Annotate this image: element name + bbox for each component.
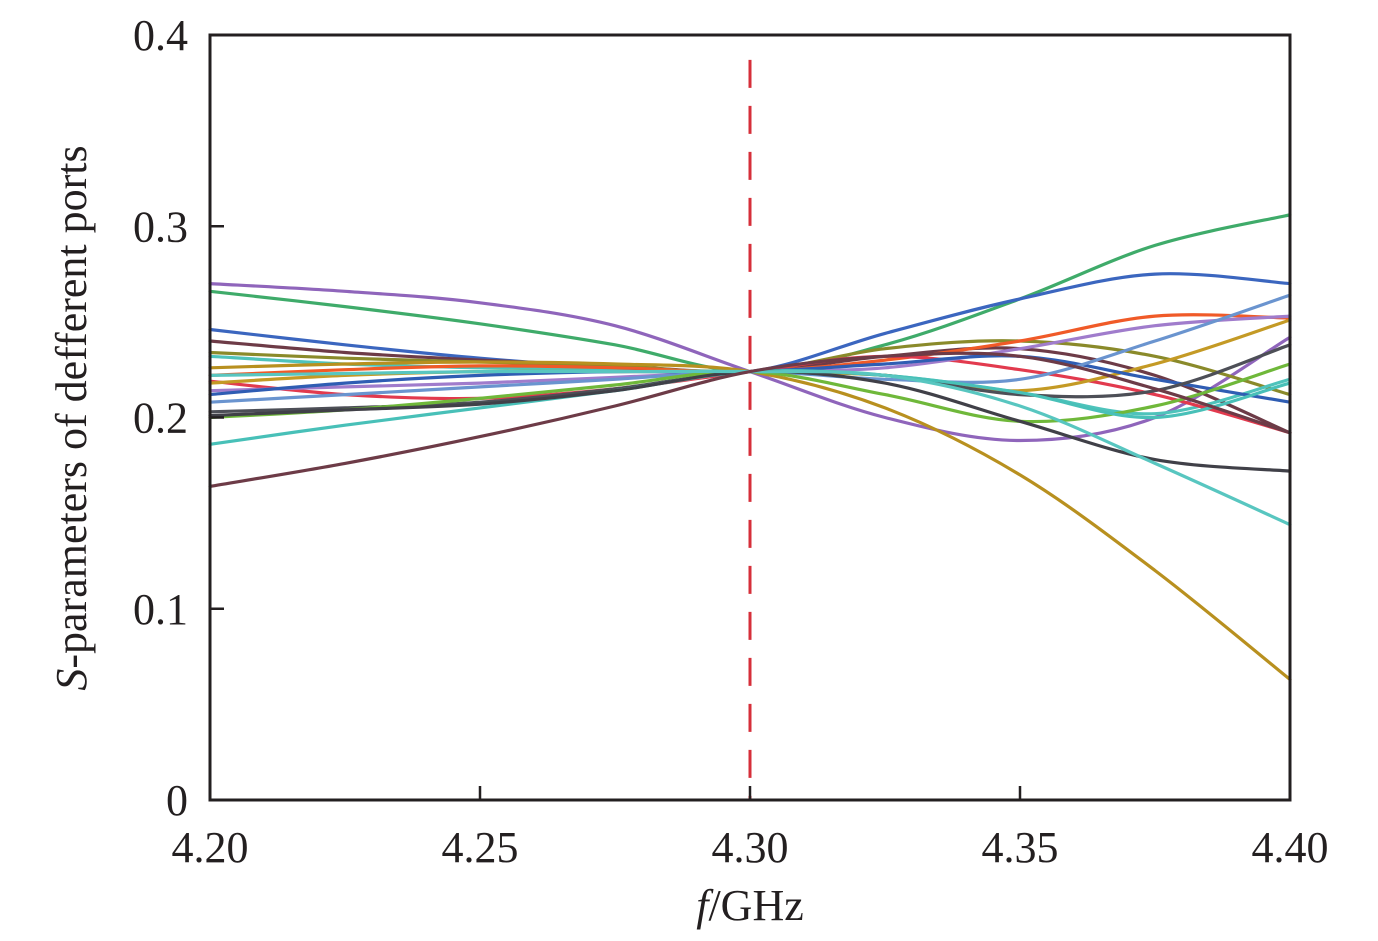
x-tick-label: 4.40 — [1252, 823, 1329, 872]
ticks-layer — [210, 225, 1022, 800]
y-axis-title-rest: -parameters of defferent ports — [47, 145, 96, 668]
y-tick-label: 0 — [166, 776, 188, 825]
y-tick-label: 0.3 — [133, 202, 188, 251]
x-axis-title: f/GHz — [696, 881, 804, 930]
x-axis-title-rest: /GHz — [708, 881, 803, 930]
y-tick-label: 0.1 — [133, 585, 188, 634]
y-axis-title: S-parameters of defferent ports — [47, 145, 96, 690]
x-tick-label: 4.20 — [172, 823, 249, 872]
x-tick-label: 4.25 — [442, 823, 519, 872]
y-axis-title-italic: S — [47, 669, 96, 691]
series-layer — [208, 213, 1292, 682]
x-tick-label: 4.30 — [712, 823, 789, 872]
y-tick-label: 0.4 — [133, 11, 188, 60]
x-tick-label: 4.35 — [982, 823, 1059, 872]
series-line-port-19 — [208, 351, 1292, 488]
tick-labels: 4.20 4.25 4.30 4.35 4.40 0 0.1 0.2 0.3 0.4 — [133, 11, 1329, 872]
y-tick-label: 0.2 — [133, 394, 188, 443]
